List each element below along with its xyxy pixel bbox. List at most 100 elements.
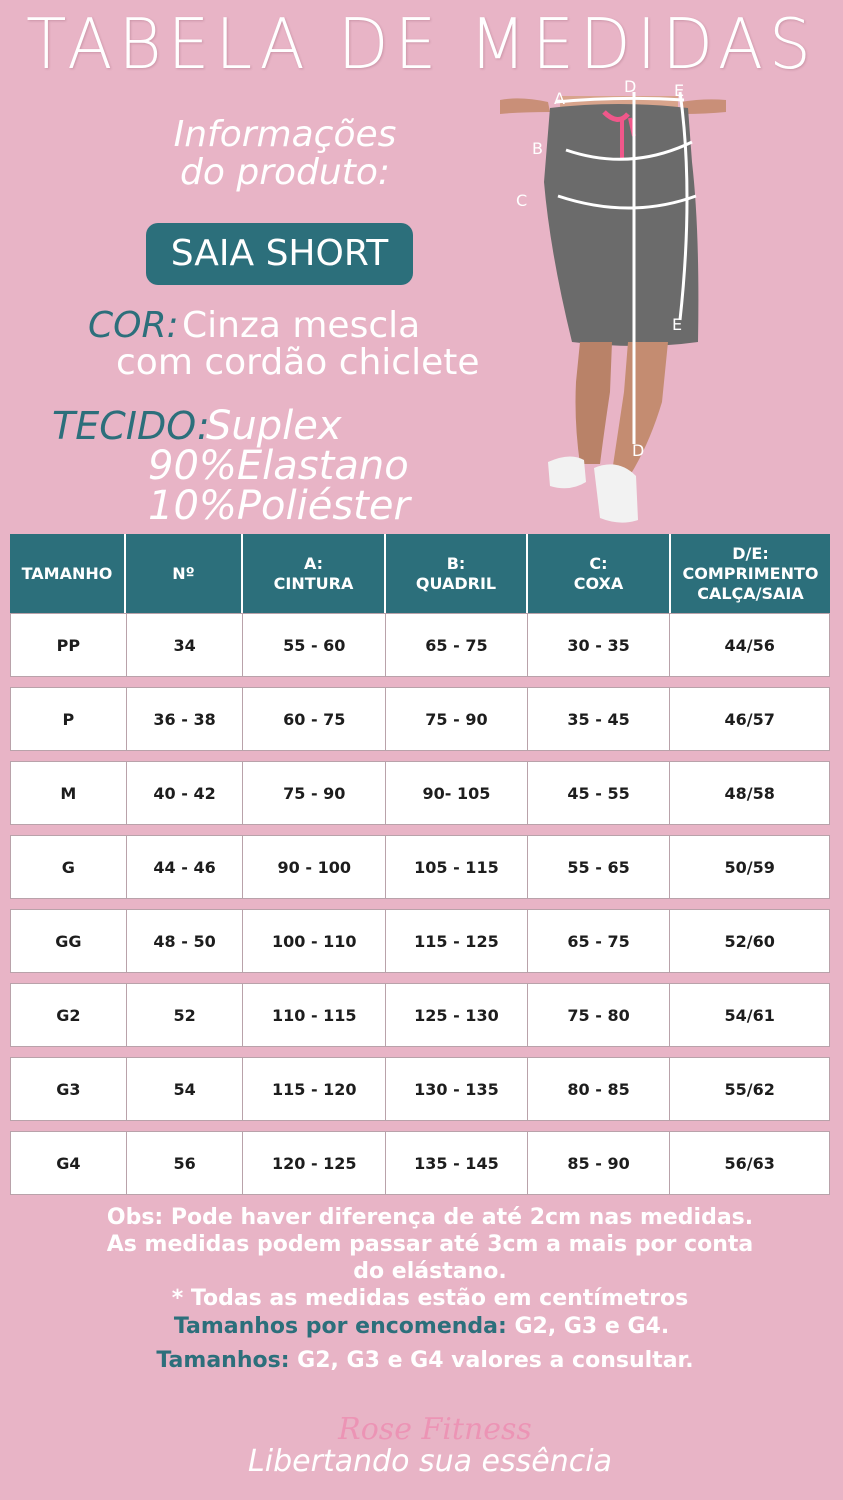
table-cell: P [11,688,127,750]
left-arm [500,98,550,114]
marker-d-top: D [624,77,636,96]
table-cell: 44 - 46 [127,836,244,898]
sizes-consult: Tamanhos: G2, G3 e G4 valores a consulta… [0,1348,843,1373]
table-cell: 120 - 125 [243,1132,387,1194]
marker-e-bottom: E [672,315,682,334]
table-cell: 50/59 [724,857,775,877]
table-cell: 46/57 [724,709,775,729]
header-numero: Nº [126,534,243,613]
header-line: B: [446,553,466,573]
skirt-model-illustration: A D E B C E D [500,77,726,523]
left-shoe [548,456,586,489]
header-coxa: C: COXA [528,534,671,613]
measure-line-thigh [557,194,697,210]
table-cell: 55 - 60 [243,614,387,676]
table-cell: 36 - 38 [127,688,244,750]
sizes-on-order-value: G2, G3 e G4. [506,1314,670,1339]
table-cell: G [11,836,127,898]
tecido-label: TECIDO: [52,404,210,448]
waist-cord [602,110,630,122]
table-cell: 56 [127,1132,244,1194]
table-cell: 52/60 [724,931,775,951]
marker-d-bottom: D [632,441,644,460]
note-line-1: Obs: Pode haver diferença de até 2cm nas… [106,1205,754,1230]
header-cintura: A: CINTURA [243,534,386,613]
brand-logo: Rose Fitness [338,1412,532,1447]
tecido-line1: Suplex [206,403,342,449]
marker-e-top: E [674,81,684,100]
info-heading-line2: do produto: [180,152,390,193]
info-heading-line1: Informações [173,114,397,155]
cor-label: COR: [88,305,179,346]
table-cell: 44/56 [724,635,775,655]
table-cell: 56/63 [724,1153,775,1173]
header-line: COXA [573,573,624,593]
measure-line-waist [555,96,685,104]
note-line-3: do elástano. [353,1259,507,1284]
measure-line-side [678,91,689,321]
table-cell: GG [11,910,127,972]
table-row: PP 34 55 - 60 65 - 75 30 - 35 44/56 [10,613,830,677]
header-line: COMPRIMENTO [682,563,819,583]
table-row: G4 56 120 - 125 135 - 145 85 - 90 56/63 [10,1131,830,1195]
table-row: P 36 - 38 60 - 75 75 - 90 35 - 45 46/57 [10,687,830,751]
header-line: QUADRIL [415,573,497,593]
table-cell: 45 - 55 [528,762,671,824]
skirt [544,104,699,346]
table-row: G3 54 115 - 120 130 - 135 80 - 85 55/62 [10,1057,830,1121]
size-table: TAMANHO Nº A: CINTURA B: QUADRIL C: COXA… [10,534,830,1195]
table-header-row: TAMANHO Nº A: CINTURA B: QUADRIL C: COXA… [10,534,830,613]
sizes-consult-label: Tamanhos: [156,1348,290,1373]
table-cell: 100 - 110 [243,910,387,972]
table-row: G 44 - 46 90 - 100 105 - 115 55 - 65 50/… [10,835,830,899]
table-cell: 30 - 35 [528,614,671,676]
header-line: CINTURA [273,573,354,593]
table-cell: 135 - 145 [386,1132,528,1194]
table-cell: 130 - 135 [386,1058,528,1120]
cor-value-line2: com cordão chiclete [116,342,480,383]
table-cell: G2 [11,984,127,1046]
slogan: Libertando sua essência [248,1444,612,1479]
measure-line-hip [565,140,693,161]
table-cell: 90- 105 [386,762,528,824]
notes-block: Obs: Pode haver diferença de até 2cm nas… [0,1204,843,1312]
right-leg [612,342,668,472]
table-row: M 40 - 42 75 - 90 90- 105 45 - 55 48/58 [10,761,830,825]
info-heading: Informações do produto: [150,116,420,192]
header-line: C: [589,553,608,573]
table-cell: 52 [127,984,244,1046]
table-cell: 48/58 [724,783,775,803]
right-shoe [594,464,638,523]
table-cell: 65 - 75 [386,614,528,676]
table-cell: 60 - 75 [243,688,387,750]
table-cell: 75 - 90 [243,762,387,824]
table-cell: G4 [11,1132,127,1194]
table-cell: G3 [11,1058,127,1120]
table-cell: 55/62 [724,1079,775,1099]
table-cell: 54 [127,1058,244,1120]
table-cell: 40 - 42 [127,762,244,824]
table-cell: 35 - 45 [528,688,671,750]
tecido-line2: 90%Elastano [148,443,409,489]
table-cell: 90 - 100 [243,836,387,898]
page-title: TABELA DE MEDIDAS [26,4,817,85]
note-line-2: As medidas podem passar até 3cm a mais p… [106,1232,754,1257]
marker-b: B [532,139,543,158]
sizes-consult-value: G2, G3 e G4 valores a consultar. [289,1348,694,1373]
header-comprimento: D/E: COMPRIMENTO CALÇA/SAIA [671,534,830,613]
table-cell: 75 - 90 [386,688,528,750]
left-leg [575,342,612,464]
note-line-4: * Todas as medidas estão em centímetros [171,1286,689,1311]
header-quadril: B: QUADRIL [386,534,528,613]
marker-c: C [516,191,527,210]
cor-value-line1: Cinza mescla [182,305,421,346]
tecido-line3: 10%Poliéster [148,483,410,529]
header-line: CALÇA/SAIA [697,583,804,603]
header-line: TAMANHO [21,563,113,583]
table-row: G2 52 110 - 115 125 - 130 75 - 80 54/61 [10,983,830,1047]
table-cell: 110 - 115 [243,984,387,1046]
header-line: A: [303,553,324,573]
table-cell: 115 - 125 [386,910,528,972]
sizes-on-order: Tamanhos por encomenda: G2, G3 e G4. [0,1314,843,1339]
table-row: GG 48 - 50 100 - 110 115 - 125 65 - 75 5… [10,909,830,973]
